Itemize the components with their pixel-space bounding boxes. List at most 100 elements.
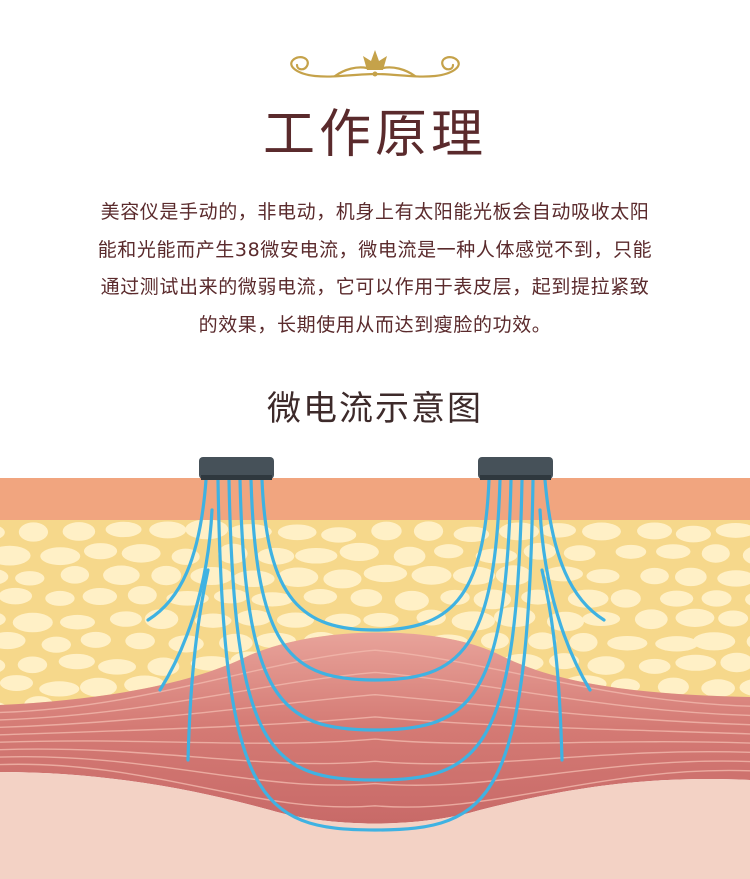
fat-cell <box>0 587 33 605</box>
fat-cell <box>540 523 576 538</box>
fat-cell <box>60 566 90 584</box>
muscle-fiber <box>0 763 750 808</box>
fat-cell <box>546 611 585 632</box>
fat-cell <box>692 632 736 651</box>
fat-cell <box>62 522 96 541</box>
current-line <box>540 568 564 762</box>
fat-cell <box>394 590 429 611</box>
description-line: 能和光能而产生38微安电流，微电流是一种人体感觉不到，只能 <box>97 238 653 261</box>
fat-cell <box>0 568 9 585</box>
fat-cell <box>276 612 314 628</box>
fat-cell <box>232 570 275 588</box>
page-title: 工作原理 <box>262 105 487 165</box>
fat-cell <box>715 523 750 538</box>
fat-cell <box>15 571 45 586</box>
fat-cell <box>185 520 229 540</box>
fat-cell <box>59 614 96 630</box>
fat-cell <box>720 652 750 673</box>
muscle-fiber <box>0 671 750 721</box>
fat-cell <box>363 612 399 627</box>
fat-cell <box>12 612 53 633</box>
fat-cell <box>675 654 717 671</box>
current-line <box>543 478 606 622</box>
fat-cell <box>251 592 294 607</box>
fat-cell <box>637 522 673 540</box>
diagram-title: 微电流示意图 <box>267 389 483 429</box>
right-electrode <box>478 457 553 479</box>
fat-cell <box>523 542 557 560</box>
fat-cell <box>103 565 140 585</box>
fat-cell <box>434 544 464 559</box>
current-line <box>216 478 535 832</box>
fat-cell <box>451 611 496 631</box>
muscle-fibers <box>0 649 750 808</box>
fat-cell <box>610 589 641 608</box>
fat-cell <box>615 544 647 559</box>
fat-cell <box>18 522 49 542</box>
fat-cell <box>303 588 338 605</box>
fat-cell <box>228 524 272 540</box>
description-line: 美容仪是手动的，非电动，机身上有太阳能光板会自动吸收太阳 <box>100 201 650 223</box>
fat-cell <box>0 675 34 691</box>
fat-cell <box>528 632 557 650</box>
fat-cell <box>495 565 532 586</box>
fat-cell <box>83 543 118 560</box>
fat-cell <box>256 547 295 565</box>
fat-cells <box>0 520 750 705</box>
gold-flourish-crown-icon <box>290 50 460 78</box>
fat-cell <box>656 544 691 559</box>
micro-current-lines <box>146 478 606 832</box>
fat-cell <box>413 521 444 541</box>
fat-cell <box>39 681 80 697</box>
left-electrode <box>199 457 274 479</box>
fat-cell <box>0 545 31 566</box>
fat-cell <box>80 631 111 648</box>
right-electrode-base <box>480 475 551 480</box>
fat-cell <box>640 567 669 585</box>
fat-cell <box>109 611 142 627</box>
fat-cell <box>339 542 379 562</box>
fat-cell <box>586 569 620 584</box>
fat-cell <box>607 635 648 651</box>
fat-cell <box>79 677 117 697</box>
description-line: 通过测试出来的微弱电流，它可以作用于表皮层，起到提拉紧致 <box>100 276 650 298</box>
fat-cell <box>213 589 249 604</box>
fat-cell <box>58 653 95 670</box>
fat-cell <box>235 610 272 626</box>
fat-cell <box>295 547 338 564</box>
muscle-fiber <box>0 716 750 736</box>
fat-cell <box>655 636 699 652</box>
fat-cell <box>17 656 48 674</box>
fat-cell <box>190 656 233 671</box>
fat-cell <box>675 525 711 543</box>
fat-cell <box>717 570 750 587</box>
fat-cell <box>587 656 625 675</box>
description-paragraph: 美容仪是手动的，非电动，机身上有太阳能光板会自动吸收太阳 能和光能而产生38微安… <box>40 194 710 344</box>
skin-surface-layer <box>0 478 750 524</box>
fat-cell <box>0 631 26 650</box>
micro-current-diagram <box>0 457 750 879</box>
muscle-fiber <box>0 748 750 765</box>
left-electrode-base <box>201 475 272 480</box>
muscle-fiber <box>0 693 750 729</box>
fat-cell <box>393 546 426 566</box>
description-line: 的效果，长期使用从而达到瘦脸的功效。 <box>198 313 552 336</box>
fat-cell <box>453 526 490 543</box>
fat-cell <box>321 527 357 543</box>
fat-cell <box>98 659 137 675</box>
fat-cell <box>277 524 317 541</box>
fat-cell <box>144 609 179 630</box>
fat-cell <box>82 587 118 606</box>
fat-cell <box>718 610 749 627</box>
current-line <box>249 478 502 682</box>
fat-cell <box>674 567 707 587</box>
fat-cell <box>701 679 735 698</box>
current-line <box>238 478 513 732</box>
fat-cell <box>638 658 671 674</box>
muscle-fiber <box>0 755 750 786</box>
fat-cell <box>149 521 187 539</box>
current-line <box>227 478 524 782</box>
fat-cell <box>416 609 446 626</box>
fat-cell <box>544 566 584 582</box>
muscle-fiber <box>0 738 750 745</box>
